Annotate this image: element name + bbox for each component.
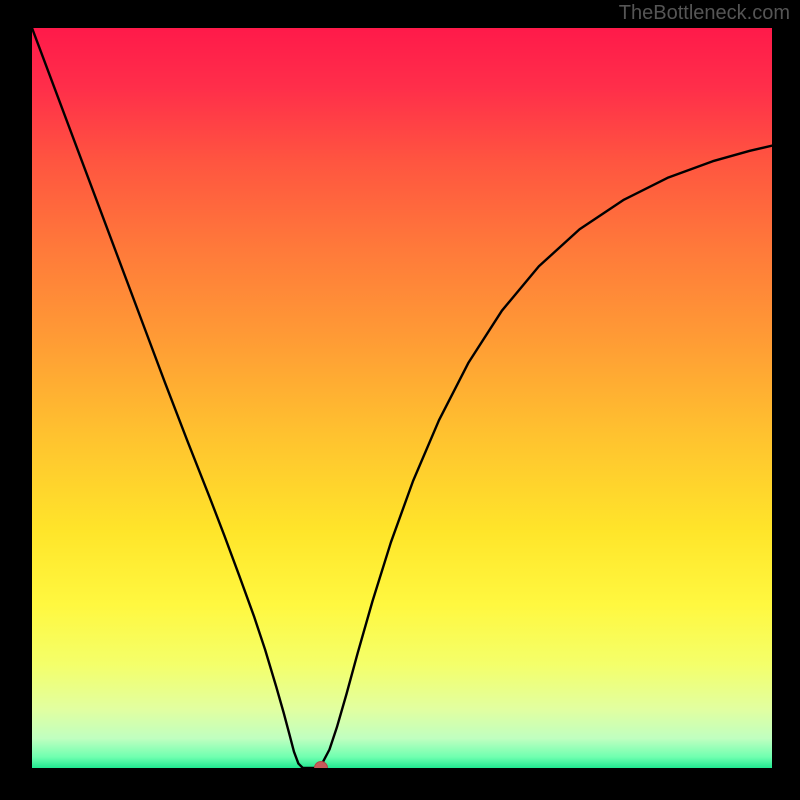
bottleneck-curve — [32, 28, 772, 768]
plot-area — [32, 28, 772, 768]
chart-container: TheBottleneck.com — [0, 0, 800, 800]
optimum-marker-icon — [314, 761, 328, 768]
watermark-text: TheBottleneck.com — [619, 2, 790, 25]
